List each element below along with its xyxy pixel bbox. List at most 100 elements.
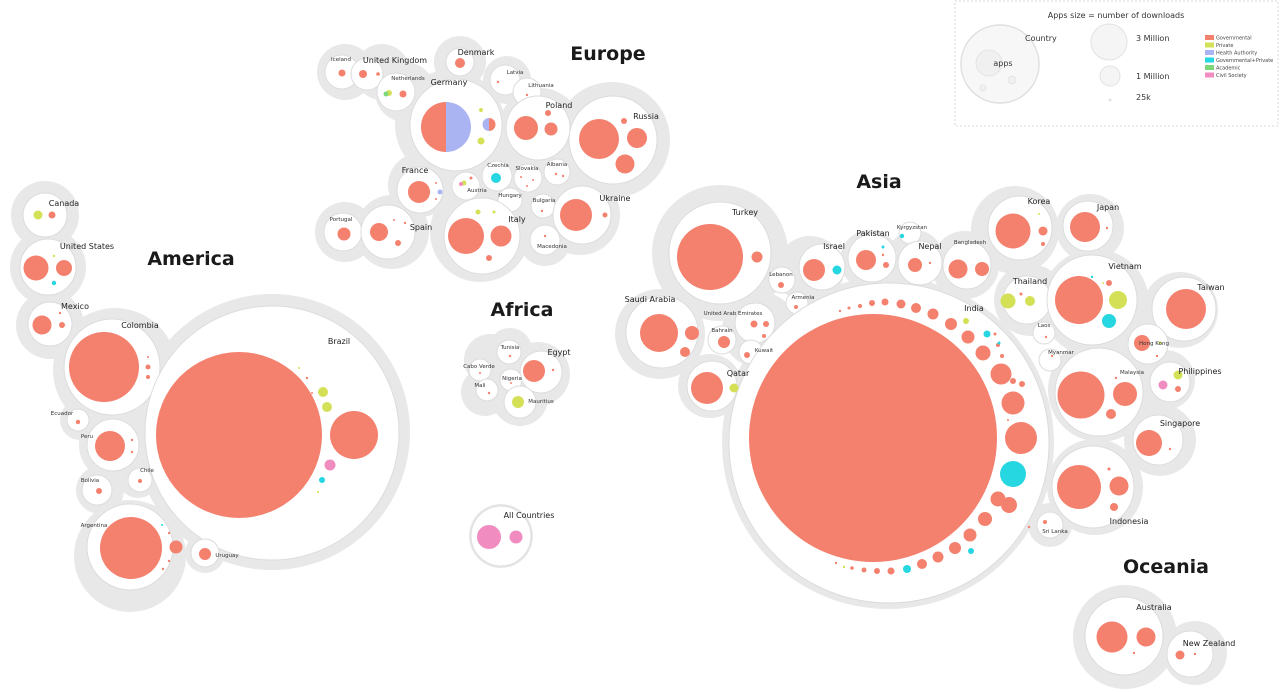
app-dot[interactable] bbox=[544, 122, 558, 136]
country-circle-netherlands[interactable] bbox=[376, 72, 416, 112]
app-dot[interactable] bbox=[861, 567, 867, 573]
app-dot[interactable] bbox=[490, 225, 512, 247]
app-dot[interactable] bbox=[917, 559, 927, 569]
app-dot[interactable] bbox=[1193, 652, 1197, 656]
app-dot[interactable] bbox=[691, 372, 723, 404]
app-dot[interactable] bbox=[899, 233, 905, 239]
app-dot[interactable] bbox=[838, 309, 842, 313]
app-dot[interactable] bbox=[319, 477, 325, 483]
app-dot[interactable] bbox=[520, 176, 522, 178]
app-dot[interactable] bbox=[138, 479, 142, 483]
app-dot[interactable] bbox=[469, 176, 473, 180]
app-dot[interactable] bbox=[1007, 419, 1009, 421]
app-dot[interactable] bbox=[1155, 354, 1159, 358]
app-dot[interactable] bbox=[1175, 650, 1185, 660]
app-dot[interactable] bbox=[961, 330, 975, 344]
app-dot[interactable] bbox=[968, 548, 974, 554]
app-dot[interactable] bbox=[324, 459, 336, 471]
germany-health-half[interactable] bbox=[446, 102, 471, 152]
app-dot[interactable] bbox=[199, 548, 211, 560]
app-dot[interactable] bbox=[908, 258, 922, 272]
app-dot[interactable] bbox=[887, 567, 895, 575]
app-dot[interactable] bbox=[477, 525, 501, 549]
app-dot[interactable] bbox=[508, 354, 512, 358]
app-dot[interactable] bbox=[1000, 461, 1026, 487]
app-dot[interactable] bbox=[762, 334, 766, 338]
app-dot[interactable] bbox=[525, 93, 529, 97]
app-dot[interactable] bbox=[1102, 314, 1116, 328]
app-dot[interactable] bbox=[975, 345, 991, 361]
app-dot[interactable] bbox=[911, 303, 921, 313]
country-circle-srilanka[interactable] bbox=[1036, 511, 1064, 539]
app-dot[interactable] bbox=[1057, 371, 1105, 419]
app-dot[interactable] bbox=[1173, 370, 1183, 380]
app-dot[interactable] bbox=[1166, 289, 1206, 329]
app-dot[interactable] bbox=[963, 318, 969, 324]
app-dot[interactable] bbox=[1158, 341, 1162, 345]
app-dot[interactable] bbox=[928, 261, 932, 265]
app-dot[interactable] bbox=[858, 304, 862, 308]
app-dot[interactable] bbox=[1041, 242, 1045, 246]
app-dot[interactable] bbox=[509, 530, 523, 544]
app-dot[interactable] bbox=[995, 213, 1031, 249]
country-circle-newzealand[interactable] bbox=[1166, 630, 1214, 678]
app-dot[interactable] bbox=[1106, 409, 1116, 419]
app-dot[interactable] bbox=[317, 491, 319, 493]
app-dot[interactable] bbox=[487, 391, 491, 395]
app-dot[interactable] bbox=[718, 336, 730, 348]
app-dot[interactable] bbox=[96, 488, 102, 494]
app-dot[interactable] bbox=[1109, 476, 1129, 496]
app-dot[interactable] bbox=[322, 402, 332, 412]
app-dot[interactable] bbox=[1057, 465, 1101, 509]
app-dot[interactable] bbox=[627, 128, 647, 148]
app-dot[interactable] bbox=[1090, 275, 1094, 279]
app-dot[interactable] bbox=[1025, 296, 1035, 306]
app-dot[interactable] bbox=[615, 154, 635, 174]
app-dot[interactable] bbox=[1102, 282, 1104, 284]
app-dot[interactable] bbox=[1000, 354, 1004, 358]
country-circle-myanmar[interactable] bbox=[1038, 348, 1062, 372]
app-dot[interactable] bbox=[545, 110, 551, 116]
app-dot[interactable] bbox=[330, 411, 378, 459]
app-dot[interactable] bbox=[896, 299, 906, 309]
app-dot[interactable] bbox=[393, 219, 395, 221]
app-dot[interactable] bbox=[1110, 503, 1118, 511]
app-dot[interactable] bbox=[993, 332, 997, 336]
app-dot[interactable] bbox=[983, 330, 991, 338]
app-dot[interactable] bbox=[869, 300, 875, 306]
app-dot[interactable] bbox=[1055, 276, 1103, 324]
app-dot[interactable] bbox=[526, 185, 528, 187]
app-dot[interactable] bbox=[778, 282, 784, 288]
app-dot[interactable] bbox=[399, 90, 407, 98]
app-dot[interactable] bbox=[58, 311, 62, 315]
app-dot[interactable] bbox=[161, 567, 165, 571]
app-dot[interactable] bbox=[1136, 627, 1156, 647]
app-dot[interactable] bbox=[167, 531, 171, 535]
app-dot[interactable] bbox=[543, 234, 547, 238]
app-dot[interactable] bbox=[1019, 381, 1025, 387]
app-dot[interactable] bbox=[338, 69, 346, 77]
app-dot[interactable] bbox=[130, 438, 134, 442]
country-circle-tunisia[interactable] bbox=[496, 339, 522, 365]
app-dot[interactable] bbox=[146, 375, 150, 379]
app-dot[interactable] bbox=[975, 262, 989, 276]
app-dot[interactable] bbox=[832, 265, 842, 275]
app-dot[interactable] bbox=[881, 298, 889, 306]
app-dot[interactable] bbox=[874, 568, 880, 574]
app-dot[interactable] bbox=[1175, 386, 1181, 392]
app-dot[interactable] bbox=[1038, 213, 1040, 215]
app-dot[interactable] bbox=[1134, 335, 1150, 351]
app-dot[interactable] bbox=[482, 118, 489, 131]
app-dot[interactable] bbox=[990, 491, 1006, 507]
app-dot[interactable] bbox=[945, 318, 957, 330]
app-dot[interactable] bbox=[932, 551, 944, 563]
app-dot[interactable] bbox=[100, 517, 162, 579]
app-dot[interactable] bbox=[540, 209, 544, 213]
app-dot[interactable] bbox=[532, 179, 534, 181]
app-dot[interactable] bbox=[1168, 447, 1172, 451]
app-dot[interactable] bbox=[744, 352, 750, 358]
app-dot[interactable] bbox=[23, 255, 49, 281]
app-dot[interactable] bbox=[1132, 651, 1136, 655]
app-dot[interactable] bbox=[52, 254, 56, 258]
app-dot[interactable] bbox=[408, 181, 430, 203]
